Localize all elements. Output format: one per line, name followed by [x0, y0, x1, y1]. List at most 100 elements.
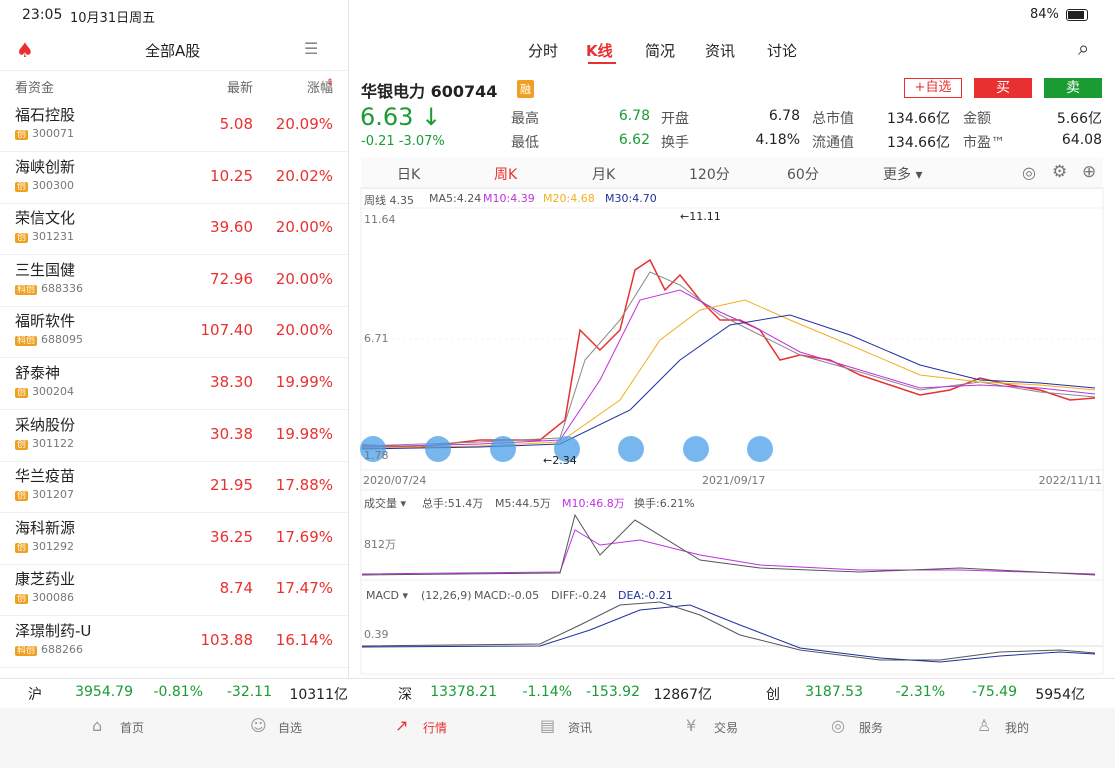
nav-item[interactable]: 自选: [278, 721, 303, 735]
period-tab[interactable]: 更多 ▾: [883, 167, 923, 183]
tab[interactable]: 分时: [528, 42, 559, 60]
nav-icon: ☺: [250, 716, 267, 735]
tab[interactable]: 资讯: [705, 42, 736, 60]
zoom-icon[interactable]: ⊕: [1082, 162, 1097, 182]
nav-item[interactable]: 交易: [714, 721, 739, 735]
sell-button[interactable]: 卖: [1044, 78, 1102, 98]
code: 300300: [32, 178, 75, 192]
index-chg: -75.49: [971, 684, 1017, 700]
tab[interactable]: 简况: [645, 42, 676, 60]
stock-code: 科创 688266: [15, 643, 83, 656]
index-amount: 10311亿: [289, 687, 348, 703]
index-name[interactable]: 创: [766, 687, 780, 703]
divider: [0, 70, 348, 71]
nav-item[interactable]: 服务: [859, 721, 884, 735]
stock-price: 38.30: [210, 373, 253, 391]
board-tag: 创: [15, 233, 29, 244]
stock-name[interactable]: 海科新源: [15, 518, 76, 537]
index-name[interactable]: 沪: [28, 687, 42, 703]
code: 300086: [32, 591, 75, 605]
stat-label: 总市值: [812, 111, 854, 127]
chart-controls[interactable]: [360, 436, 773, 462]
stock-name: 华银电力 600744: [361, 82, 498, 101]
stock-code: 创 301292: [15, 540, 74, 553]
tab[interactable]: K线: [586, 42, 613, 60]
stat-value: 134.66亿: [887, 135, 950, 151]
row-divider: [0, 512, 348, 514]
col-head[interactable]: 涨幅: [306, 81, 333, 96]
nav-icon: ⌂: [92, 716, 103, 735]
tab[interactable]: 讨论: [767, 42, 798, 60]
ma10-line: [361, 289, 1096, 448]
code: 301231: [32, 230, 75, 244]
volume-legend: 总手:51.4万: [422, 497, 484, 510]
volume-legend: M5:44.5万: [495, 497, 551, 510]
battery: 84%: [1030, 7, 1059, 22]
stat-value: 4.18%: [755, 132, 800, 148]
index-pct: -1.14%: [522, 684, 572, 700]
stat-label: 最低: [511, 135, 539, 151]
volume-ma-line: [361, 529, 1096, 575]
menu-icon[interactable]: ☰: [304, 39, 319, 58]
code: 688336: [41, 281, 84, 295]
buy-button[interactable]: 买: [974, 78, 1032, 98]
period-tab[interactable]: 60分: [787, 167, 819, 183]
col-head[interactable]: 最新: [226, 81, 253, 96]
code: 301292: [32, 539, 75, 553]
board-tag: 科创: [15, 284, 38, 295]
stock-name[interactable]: 荣信文化: [15, 209, 76, 228]
nav-item[interactable]: 首页: [120, 721, 145, 735]
stock-change: 19.98%: [275, 424, 333, 443]
stock-code: 创 300204: [15, 385, 74, 398]
nav-item[interactable]: 我的: [1005, 721, 1030, 735]
macd-legend: DEA:-0.21: [618, 589, 673, 602]
code: 300071: [32, 127, 75, 140]
col-head[interactable]: 看资金: [15, 81, 55, 96]
index-name[interactable]: 深: [398, 687, 412, 703]
board-tag: 创: [15, 594, 29, 605]
stock-name[interactable]: 采纳股份: [15, 415, 76, 434]
period-tab[interactable]: 日K: [397, 167, 421, 183]
stat-label: 市盈™: [963, 135, 1005, 151]
board-tag: 创: [15, 439, 29, 450]
search-icon[interactable]: ⌕: [1078, 36, 1090, 60]
stock-name[interactable]: 华兰疫苗: [15, 467, 76, 486]
watch-button[interactable]: +自选: [904, 78, 962, 98]
nav-item[interactable]: 资讯: [568, 721, 593, 735]
chip-icon[interactable]: ◎: [1022, 163, 1036, 182]
nav-icon: ◎: [831, 716, 845, 735]
stock-name[interactable]: 三生国健: [15, 260, 76, 279]
stock-name[interactable]: 泽璟制药-U: [15, 622, 92, 640]
period-tab[interactable]: 月K: [592, 167, 616, 183]
axis-label: 812万: [364, 538, 396, 551]
stock-price: 30.38: [210, 424, 253, 443]
bottom-nav: [0, 708, 1115, 768]
stock-name[interactable]: 康芝药业: [15, 570, 76, 589]
sidebar-title[interactable]: 全部A股: [145, 42, 201, 60]
ma-legend: 周线 4.35: [364, 194, 414, 207]
sort-icon: ⇕: [326, 78, 334, 88]
stock-name[interactable]: 舒泰神: [15, 364, 61, 382]
stat-value: 5.66亿: [1056, 111, 1102, 127]
stat-label: 开盘: [661, 111, 689, 127]
ma-legend: M10:4.39: [483, 192, 535, 205]
stock-price: 39.60: [210, 218, 253, 237]
logo[interactable]: ♠: [16, 38, 34, 62]
row-divider: [0, 357, 348, 359]
period-tab[interactable]: 周K: [494, 167, 518, 183]
board-tag: 创: [15, 542, 29, 553]
index-price: 13378.21: [430, 684, 497, 700]
settings-icon[interactable]: ⚙: [1052, 162, 1068, 182]
stock-change: 17.88%: [275, 476, 333, 495]
stock-name[interactable]: 海峡创新: [15, 157, 76, 176]
axis-label: 0.39: [364, 628, 389, 641]
row-divider: [0, 202, 348, 204]
stock-price: 10.25: [210, 166, 253, 185]
period-tab[interactable]: 120分: [689, 167, 730, 183]
nav-item[interactable]: 行情: [423, 721, 448, 735]
stock-name[interactable]: 福昕软件: [15, 312, 76, 331]
axis-label: 1.78: [364, 449, 389, 462]
stock-name[interactable]: 福石控股: [15, 106, 76, 124]
date-label: 2020/07/24: [363, 474, 427, 487]
